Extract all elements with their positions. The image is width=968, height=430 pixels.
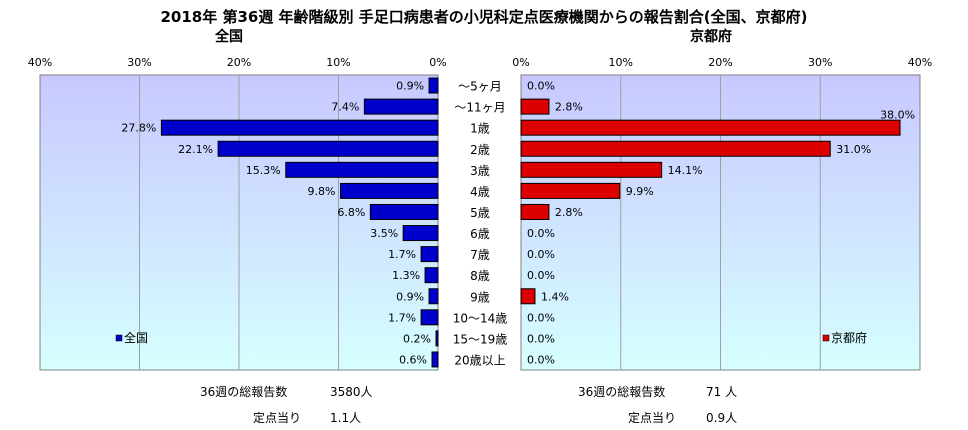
kyoto-tick-label: 10% xyxy=(609,56,633,69)
national-data-label: 27.8% xyxy=(121,122,156,135)
kyoto-data-label: 0.0% xyxy=(527,353,555,366)
category-label: 〜11ヶ月 xyxy=(454,101,505,115)
national-data-label: 1.7% xyxy=(388,248,416,261)
category-label: 10〜14歳 xyxy=(453,311,508,325)
kyoto-bar xyxy=(520,203,550,220)
national-data-label: 0.9% xyxy=(396,290,424,303)
kyoto-legend-swatch xyxy=(822,334,830,342)
category-label: 4歳 xyxy=(470,185,490,199)
national-bar xyxy=(420,309,439,326)
kyoto-data-label: 0.0% xyxy=(527,269,555,282)
national-legend-label: 全国 xyxy=(124,330,148,345)
category-label: 1歳 xyxy=(470,122,490,136)
kyoto-data-label: 31.0% xyxy=(836,143,871,156)
category-label: 6歳 xyxy=(470,227,490,241)
national-total-label: 36週の総報告数 xyxy=(200,385,288,399)
kyoto-bar xyxy=(520,140,831,157)
kyoto-bar xyxy=(520,161,663,178)
kyoto-tick-label: 30% xyxy=(808,56,832,69)
category-label: 3歳 xyxy=(470,164,490,178)
national-tick-label: 40% xyxy=(28,56,52,69)
kyoto-data-label: 1.4% xyxy=(541,290,569,303)
national-bar xyxy=(363,98,439,115)
national-data-label: 7.4% xyxy=(331,101,359,114)
national-bar xyxy=(217,140,439,157)
national-tick-label: 10% xyxy=(326,56,350,69)
national-data-label: 6.8% xyxy=(337,206,365,219)
kyoto-bar xyxy=(520,288,536,305)
national-data-label: 15.3% xyxy=(246,164,281,177)
kyoto-data-label: 0.0% xyxy=(527,248,555,261)
national-bar xyxy=(160,119,439,136)
national-per-value: 1.1人 xyxy=(330,411,362,425)
kyoto-panel-title: 京都府 xyxy=(690,29,732,45)
national-tick-label: 0% xyxy=(429,56,446,69)
kyoto-total-value: 71 人 xyxy=(706,385,738,399)
kyoto-per-value: 0.9人 xyxy=(706,411,738,425)
kyoto-bar xyxy=(520,119,901,136)
kyoto-bar xyxy=(520,182,621,199)
category-label: 20歳以上 xyxy=(454,353,505,367)
kyoto-data-label: 9.9% xyxy=(626,185,654,198)
kyoto-legend-label: 京都府 xyxy=(831,330,867,345)
kyoto-data-label: 0.0% xyxy=(527,80,555,93)
kyoto-data-label: 0.0% xyxy=(527,311,555,324)
national-bar xyxy=(285,161,439,178)
national-data-label: 9.8% xyxy=(308,185,336,198)
kyoto-data-label: 14.1% xyxy=(668,164,703,177)
national-bar xyxy=(420,246,439,263)
kyoto-data-label: 0.0% xyxy=(527,227,555,240)
category-label: 15〜19歳 xyxy=(453,332,508,346)
category-label: 〜5ヶ月 xyxy=(458,80,502,94)
national-data-label: 0.9% xyxy=(396,80,424,93)
kyoto-tick-label: 20% xyxy=(708,56,732,69)
national-data-label: 3.5% xyxy=(370,227,398,240)
national-bar xyxy=(435,330,439,347)
category-label: 8歳 xyxy=(470,269,490,283)
kyoto-total-label: 36週の総報告数 xyxy=(578,385,666,399)
national-data-label: 0.2% xyxy=(403,332,431,345)
kyoto-data-label: 2.8% xyxy=(555,206,583,219)
national-total-value: 3580人 xyxy=(330,385,373,399)
kyoto-bar xyxy=(520,98,550,115)
national-data-label: 1.7% xyxy=(388,311,416,324)
kyoto-tick-label: 0% xyxy=(512,56,529,69)
national-tick-label: 20% xyxy=(227,56,251,69)
national-bar xyxy=(369,203,439,220)
national-data-label: 22.1% xyxy=(178,143,213,156)
national-tick-label: 30% xyxy=(127,56,151,69)
category-label: 9歳 xyxy=(470,290,490,304)
national-bar xyxy=(339,182,439,199)
national-bar xyxy=(431,351,439,368)
kyoto-per-label: 定点当り xyxy=(628,411,677,425)
category-label: 2歳 xyxy=(470,143,490,157)
kyoto-data-label: 2.8% xyxy=(555,101,583,114)
category-label: 5歳 xyxy=(470,206,490,220)
chart-title: 2018年 第36週 年齢階級別 手足口病患者の小児科定点医療機関からの報告割合… xyxy=(160,8,808,26)
national-bar xyxy=(428,288,439,305)
kyoto-data-label: 0.0% xyxy=(527,332,555,345)
kyoto-tick-label: 40% xyxy=(908,56,932,69)
national-bar xyxy=(424,267,439,284)
national-data-label: 1.3% xyxy=(392,269,420,282)
kyoto-data-label: 38.0% xyxy=(880,109,915,122)
bar-charts: 40% 30% 20% 10% 0% 0.9% 7.4% 27.8% 22.1% 15.3% 9.8… xyxy=(28,56,932,371)
national-per-label: 定点当り xyxy=(253,411,302,425)
national-legend-swatch xyxy=(115,334,123,342)
national-bar xyxy=(428,77,439,94)
national-bar xyxy=(402,225,439,242)
category-label: 7歳 xyxy=(470,248,490,262)
national-data-label: 0.6% xyxy=(399,353,427,366)
national-panel-title: 全国 xyxy=(215,29,243,45)
